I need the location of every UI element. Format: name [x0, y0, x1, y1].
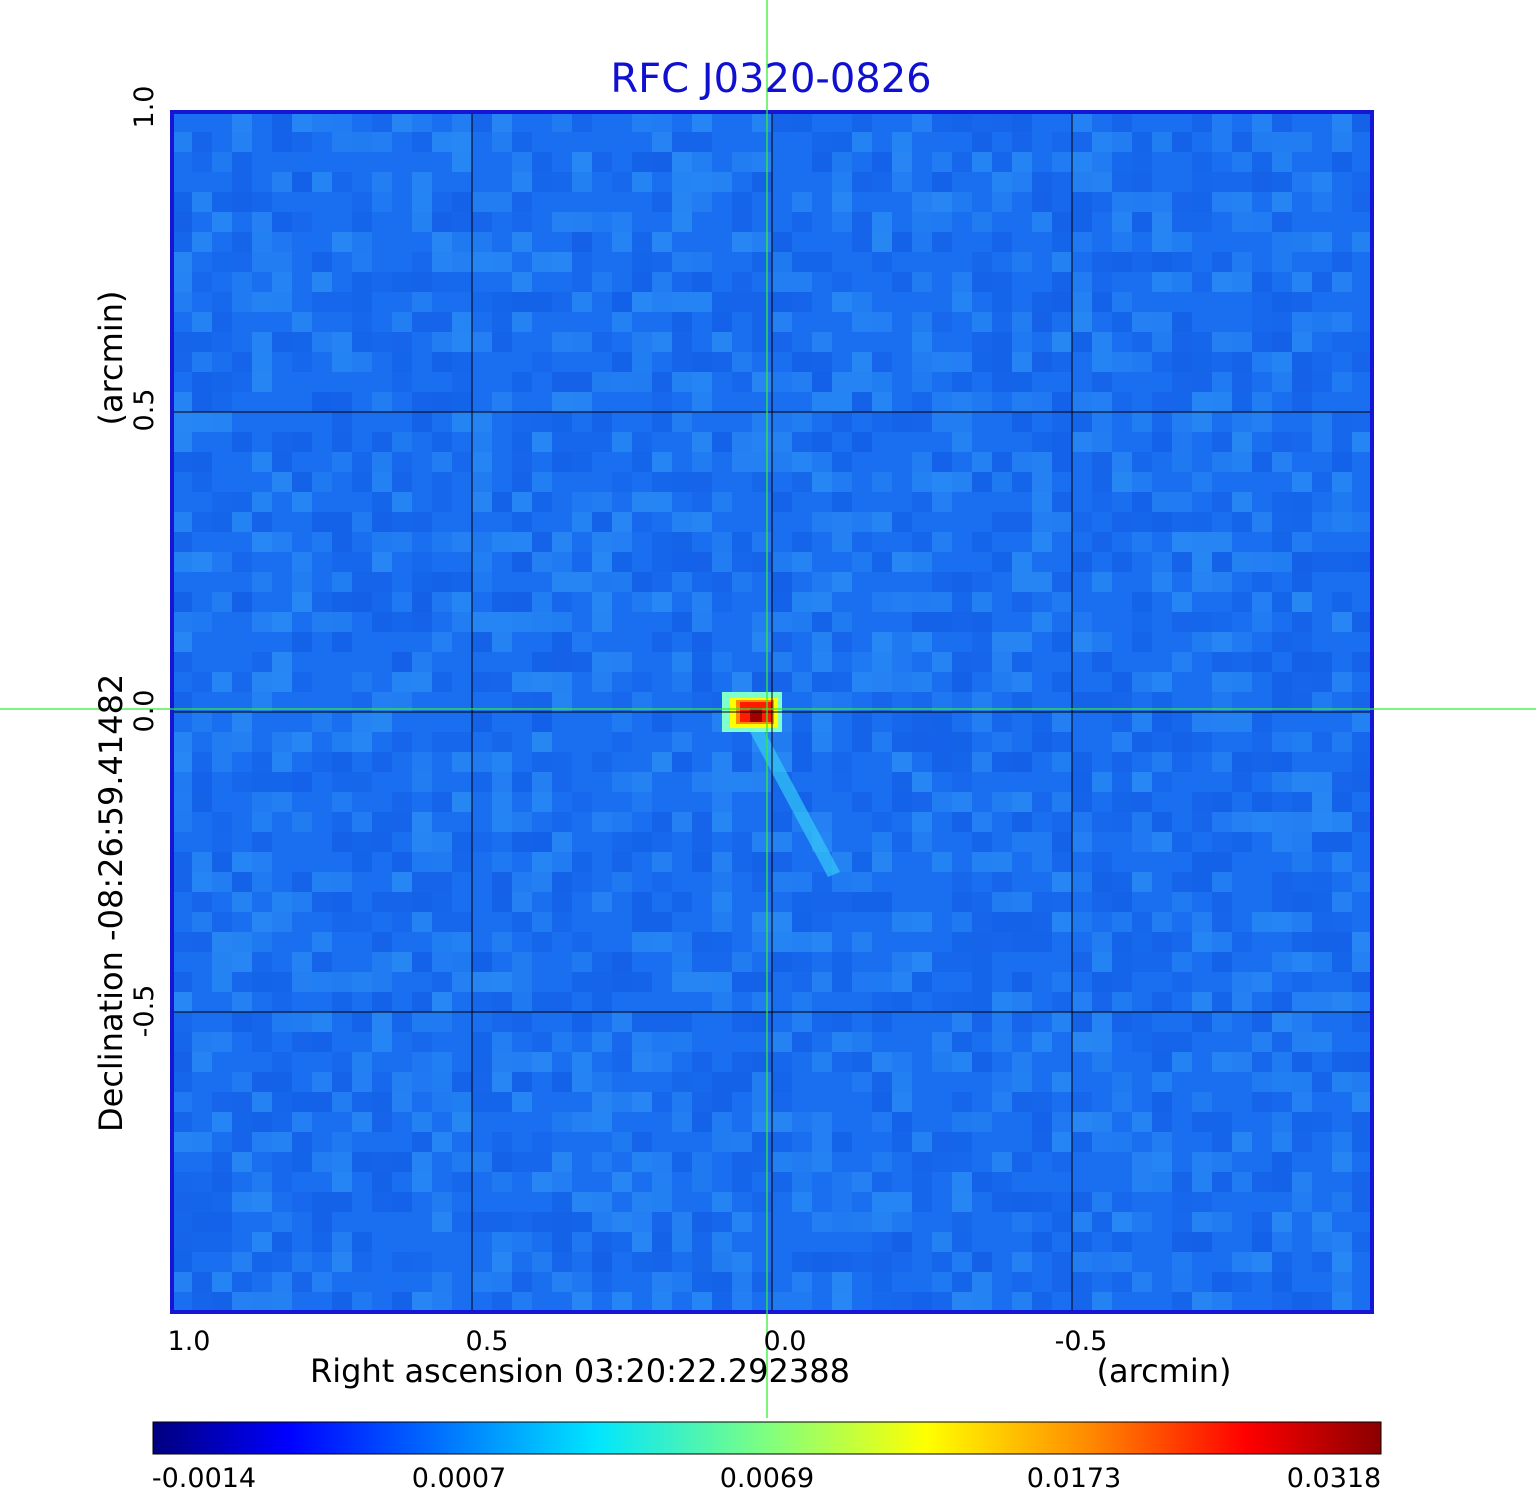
- y-tick-label: -0.5: [129, 985, 160, 1038]
- colorbar: -0.0014 0.0007 0.0069 0.0173 0.0318: [152, 1421, 1382, 1494]
- source-core: [750, 708, 762, 722]
- colorbar-gradient: [152, 1421, 1382, 1455]
- coordinate-grid: [172, 112, 1372, 1312]
- x-axis: 1.0 0.5 0.0 -0.5 Right ascension 03:20:2…: [168, 1326, 1232, 1390]
- y-tick-label: 0.0: [129, 690, 160, 733]
- x-tick-label: 0.0: [764, 1326, 807, 1357]
- colorbar-tick-label: 0.0007: [412, 1463, 506, 1494]
- y-tick-label: 1.0: [129, 86, 160, 129]
- image-frame: [170, 110, 1374, 1314]
- x-axis-unit: (arcmin): [1097, 1352, 1232, 1390]
- y-tick-label: 0.5: [129, 389, 160, 432]
- chart-title: RFC J0320-0826: [610, 56, 931, 102]
- y-axis-label: Declination -08:26:59.41482: [92, 674, 130, 1132]
- x-tick-label: 1.0: [168, 1326, 211, 1357]
- colorbar-tick-label: -0.0014: [152, 1463, 256, 1494]
- crosshair: [0, 0, 1536, 1418]
- x-tick-label: -0.5: [1055, 1326, 1108, 1357]
- x-tick-label: 0.5: [466, 1326, 509, 1357]
- y-axis-unit: (arcmin): [92, 291, 130, 426]
- image-pixels: [172, 112, 1372, 1312]
- colorbar-tick-label: 0.0069: [720, 1463, 814, 1494]
- colorbar-tick-label: 0.0173: [1027, 1463, 1121, 1494]
- colorbar-tick-label: 0.0318: [1287, 1463, 1381, 1494]
- y-axis: 1.0 0.5 0.0 -0.5 Declination -08:26:59.4…: [92, 86, 160, 1132]
- x-axis-label: Right ascension 03:20:22.292388: [310, 1352, 850, 1390]
